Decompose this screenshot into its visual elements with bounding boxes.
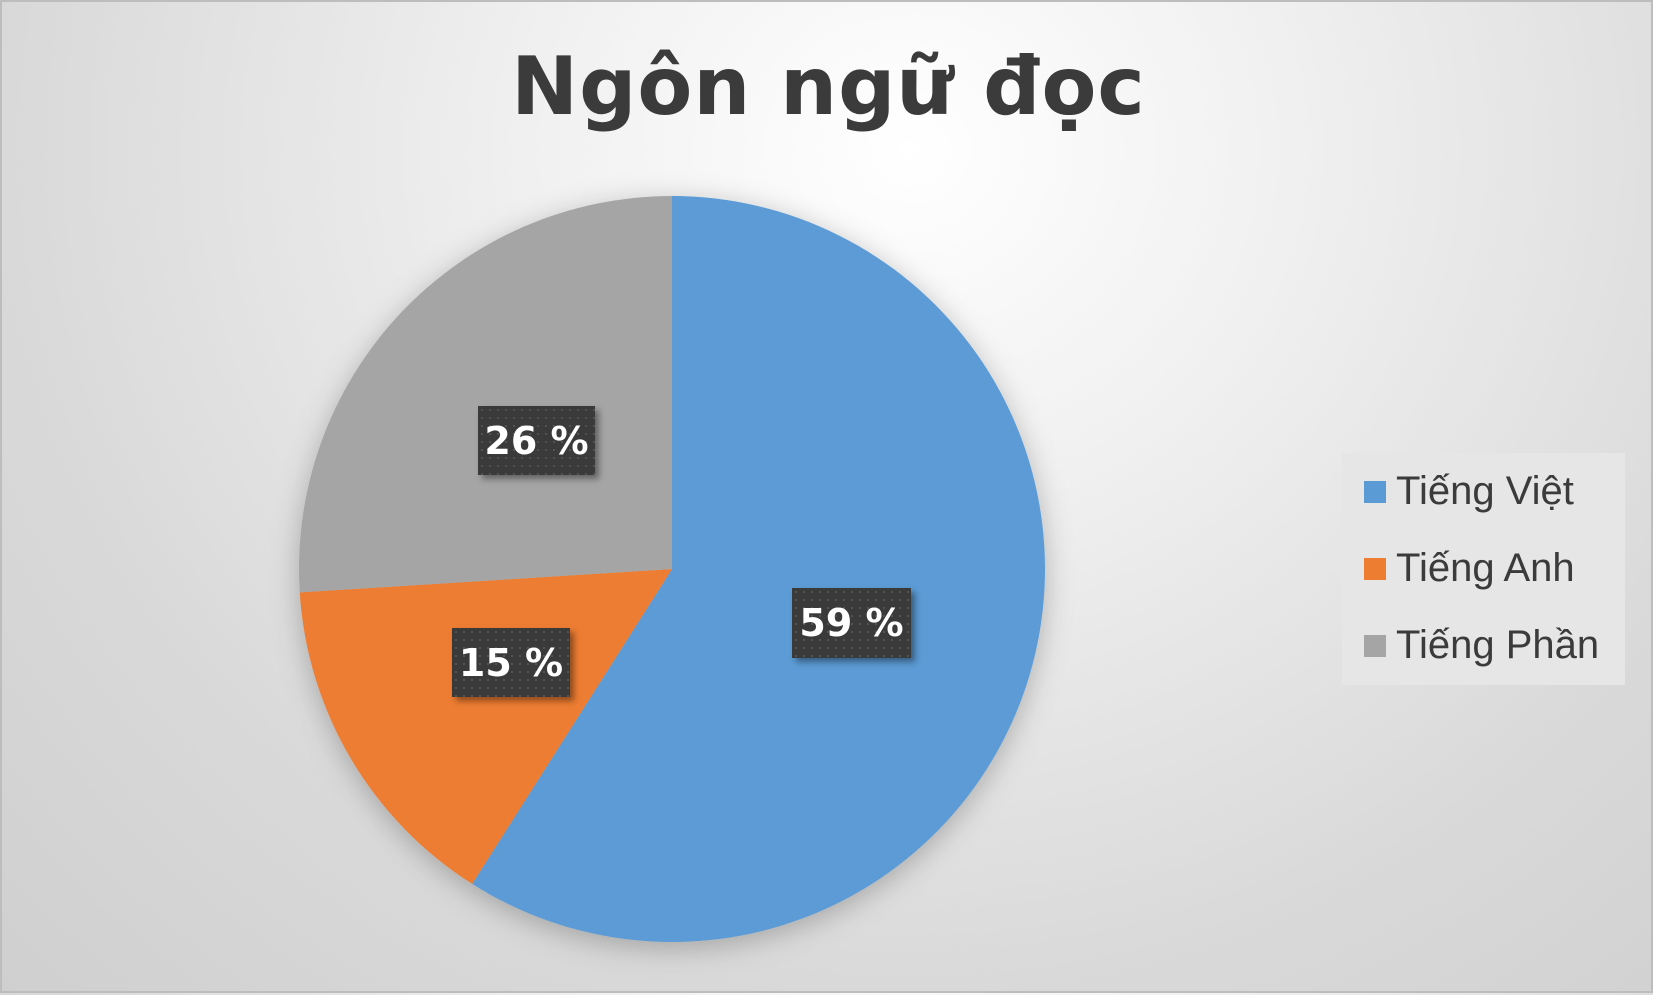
legend-item-tieng-anh: Tiếng Anh	[1364, 546, 1575, 591]
legend-swatch	[1364, 634, 1386, 657]
data-label: 15 %	[452, 628, 570, 697]
legend-swatch	[1364, 557, 1386, 580]
chart-title: Ngôn ngữ đọc	[511, 40, 1146, 133]
legend-label: Tiếng Việt	[1396, 469, 1574, 513]
legend-item-tieng-viet: Tiếng Việt	[1364, 469, 1574, 514]
legend-item-tieng-phan: Tiếng Phần	[1364, 623, 1599, 668]
legend: Tiếng Việt Tiếng Anh Tiếng Phần	[1342, 453, 1625, 685]
legend-label: Tiếng Phần	[1396, 623, 1600, 667]
data-label: 26 %	[478, 406, 595, 475]
legend-label: Tiếng Anh	[1396, 546, 1575, 590]
pie-slice-2	[299, 196, 672, 593]
pie-slice-1	[299, 569, 672, 884]
pie-slice-0	[472, 196, 1045, 942]
data-label: 59 %	[792, 588, 911, 658]
legend-swatch	[1364, 480, 1386, 503]
